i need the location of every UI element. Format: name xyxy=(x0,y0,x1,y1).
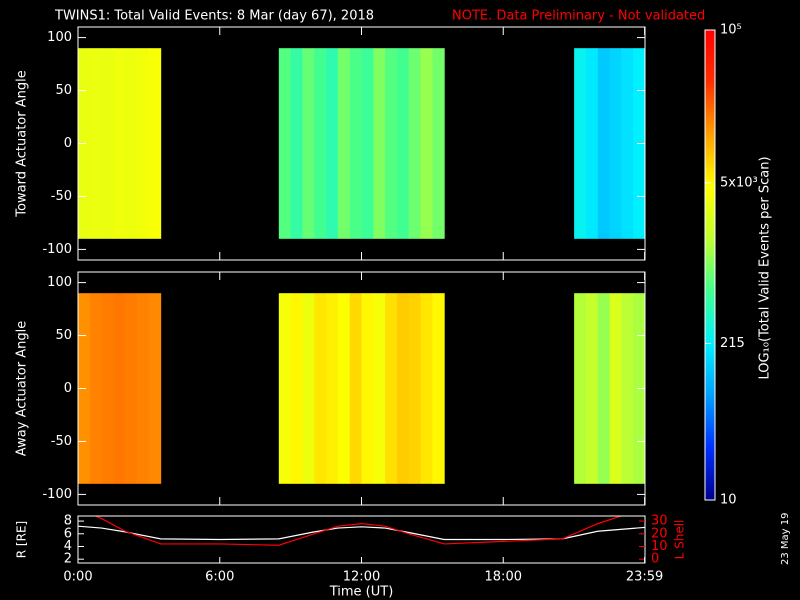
heat-cell xyxy=(597,293,611,484)
heat-cell xyxy=(574,48,587,239)
heat-cell xyxy=(326,293,339,484)
x-axis-label: Time (UT) xyxy=(329,585,394,600)
y-tick-label: 100 xyxy=(47,30,72,45)
x-tick-label: 0:00 xyxy=(63,570,92,585)
y2-tick-label: 0 xyxy=(651,552,659,567)
y-axis-label: Away Actuator Angle xyxy=(15,321,30,456)
y2-tick-label: 30 xyxy=(651,514,668,529)
y-tick-label: 8 xyxy=(64,514,72,529)
colorbar-tick-label: 10⁵ xyxy=(720,23,742,38)
heat-cell xyxy=(597,48,611,239)
heat-cell xyxy=(609,48,622,239)
x-tick-label: 6:00 xyxy=(205,570,234,585)
y-tick-label: 6 xyxy=(64,526,72,541)
colorbar-tick-label: 10 xyxy=(720,493,737,508)
heat-cell xyxy=(113,48,126,239)
y-tick-label: 50 xyxy=(55,83,72,98)
heat-cell xyxy=(420,48,433,239)
x-tick-label: 18:00 xyxy=(485,570,522,585)
heat-cell xyxy=(621,293,634,484)
series-line xyxy=(94,516,624,546)
y-tick-label: -100 xyxy=(42,487,72,502)
heat-cell xyxy=(290,293,303,484)
y2-axis-label: L Shell xyxy=(673,520,687,560)
colorbar-tick-label: 5x10³ xyxy=(720,175,758,190)
heat-cell xyxy=(373,48,386,239)
y-tick-label: 100 xyxy=(47,275,72,290)
heat-cell xyxy=(148,48,162,239)
y2-tick-label: 10 xyxy=(651,539,668,554)
y-tick-label: -100 xyxy=(42,242,72,257)
heat-cell xyxy=(113,293,126,484)
y2-tick-label: 20 xyxy=(651,526,668,541)
y-tick-label: 2 xyxy=(64,552,72,567)
heat-cell xyxy=(278,48,292,239)
series-line xyxy=(78,525,645,541)
heat-cell xyxy=(137,293,150,484)
heat-cell xyxy=(290,48,303,239)
heat-cell xyxy=(302,48,315,239)
heat-cell xyxy=(373,293,386,484)
heat-cell xyxy=(574,293,587,484)
heat-cell xyxy=(432,293,445,484)
date-stamp: 23 May 19 xyxy=(780,513,791,565)
heat-cell xyxy=(361,293,374,484)
heat-cell xyxy=(585,48,599,239)
y-tick-label: 50 xyxy=(55,328,72,343)
heat-cell xyxy=(621,48,634,239)
heat-cell xyxy=(585,293,599,484)
title: TWINS1: Total Valid Events: 8 Mar (day 6… xyxy=(54,9,374,24)
heat-cell xyxy=(314,293,327,484)
y-tick-label: 4 xyxy=(64,539,72,554)
heat-cell xyxy=(337,293,351,484)
y-tick-label: -50 xyxy=(51,189,72,204)
heat-cell xyxy=(609,293,622,484)
y-tick-label: 0 xyxy=(64,136,72,151)
y-axis-label: R [RE] xyxy=(15,521,29,558)
colorbar-label: LOG₁₀(Total Valid Events per Scan) xyxy=(758,156,773,379)
y-axis-label: Toward Actuator Angle xyxy=(15,70,30,217)
colorbar-tick-label: 215 xyxy=(720,336,745,351)
colorbar xyxy=(704,29,716,501)
heat-cell xyxy=(278,293,292,484)
heat-cell xyxy=(349,293,362,484)
heat-cell xyxy=(125,293,138,484)
heat-cell xyxy=(349,48,362,239)
heat-cell xyxy=(385,293,398,484)
plot-lines xyxy=(78,516,645,546)
heat-cell xyxy=(101,293,114,484)
heat-cell xyxy=(314,48,327,239)
heat-cell xyxy=(408,293,422,484)
heat-cell xyxy=(432,48,445,239)
heat-cell xyxy=(89,48,103,239)
heat-cell xyxy=(148,293,162,484)
heat-cell xyxy=(125,48,138,239)
heat-cell xyxy=(89,293,103,484)
x-tick-label: 12:00 xyxy=(343,570,380,585)
y-tick-label: 0 xyxy=(64,381,72,396)
heat-cell xyxy=(396,48,410,239)
y-tick-label: -50 xyxy=(51,434,72,449)
heat-cell xyxy=(361,48,374,239)
x-tick-label: 23:59 xyxy=(626,570,663,585)
heat-cell xyxy=(420,293,433,484)
heat-cell xyxy=(137,48,150,239)
heat-cell xyxy=(326,48,339,239)
heat-cell xyxy=(302,293,315,484)
note: NOTE. Data Preliminary - Not validated xyxy=(452,9,705,24)
heat-cell xyxy=(396,293,410,484)
heat-cell xyxy=(337,48,351,239)
heat-cell xyxy=(101,48,114,239)
heat-cell xyxy=(408,48,422,239)
heat-cell xyxy=(385,48,398,239)
